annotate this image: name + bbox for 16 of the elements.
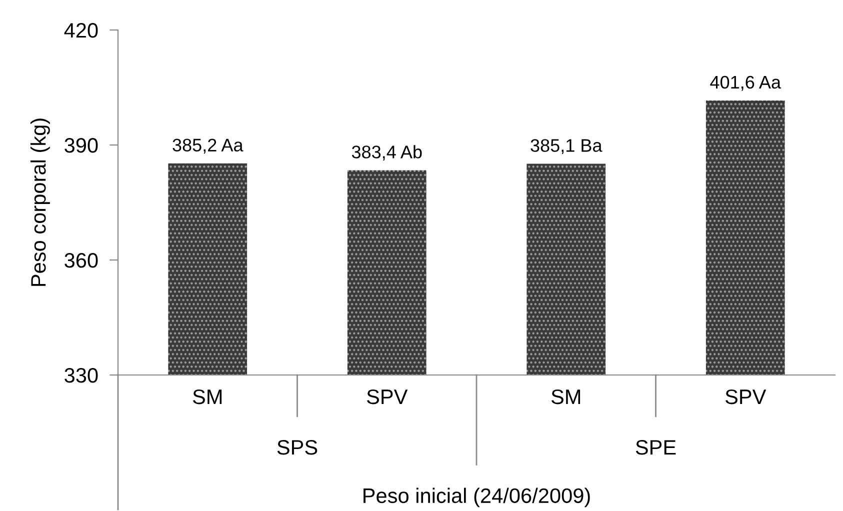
y-axis-title: Peso corporal (kg) [30, 118, 50, 286]
y-tick-label: 360 [64, 253, 98, 268]
data-label: 401,6 Aa [710, 76, 782, 91]
y-tick-label: 330 [64, 368, 98, 383]
data-label: 385,1 Ba [530, 139, 602, 154]
data-label: 383,4 Ab [352, 145, 422, 161]
text: SPE [636, 440, 676, 455]
x-tick-label: SM [551, 389, 580, 404]
y-tick-label: 420 [64, 23, 98, 38]
x-tick-label: SM [192, 389, 222, 404]
x-tick-label: SPV [725, 389, 766, 404]
x-tick-label: SPV [366, 389, 408, 404]
text: SPS [277, 440, 318, 455]
data-label: 385,2 Aa [172, 138, 244, 154]
x-axis-title: Peso inicial (24/06/2009) [364, 488, 590, 508]
y-tick-label: 390 [64, 138, 98, 153]
